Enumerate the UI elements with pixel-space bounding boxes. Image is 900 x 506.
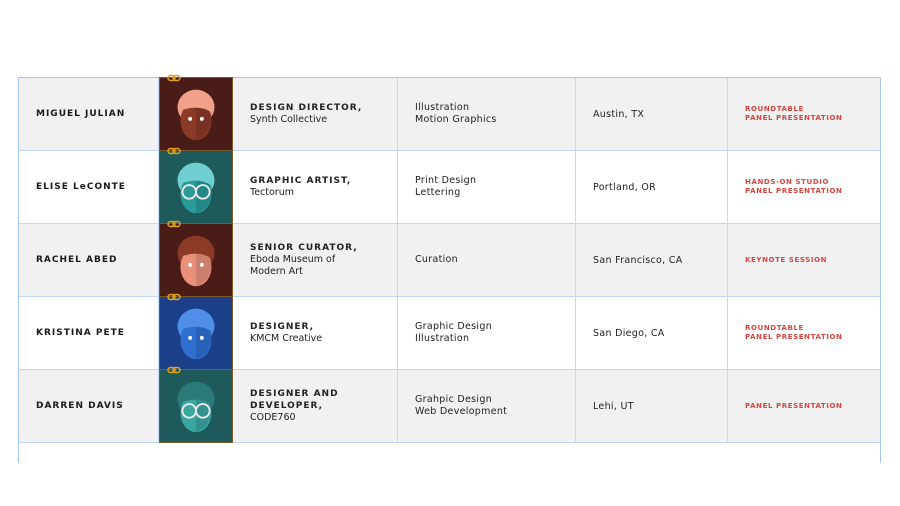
session-tag: PANEL PRESENTATION <box>745 187 843 195</box>
sessions: ROUNDTABLE PANEL PRESENTATION <box>728 78 880 150</box>
role: SENIOR CURATOR, <box>250 243 358 253</box>
role-org: DESIGNER, KMCM Creative <box>233 297 398 369</box>
session-tag: PANEL PRESENTATION <box>745 114 843 122</box>
avatar <box>159 296 233 370</box>
specialties: Grahpic Design Web Development <box>398 370 576 442</box>
specialty: Motion Graphics <box>415 114 497 125</box>
speaker-name: RACHEL ABED <box>19 224 159 296</box>
avatar-cell <box>159 220 233 297</box>
table-footer <box>19 443 880 463</box>
avatar <box>159 150 233 224</box>
organization: Tectorum <box>250 187 294 198</box>
session-tag: KEYNOTE SESSION <box>745 255 828 264</box>
specialty: Lettering <box>415 187 461 198</box>
table-row: RACHEL ABED SENIOR CURATOR, Eboda Museum… <box>19 220 880 297</box>
specialties: Curation <box>398 224 576 296</box>
speaker-name: KRISTINA PETE <box>19 297 159 369</box>
link-icon <box>167 220 181 228</box>
link-icon <box>167 147 181 155</box>
location: San Diego, CA <box>576 297 728 369</box>
session-tag: ROUNDTABLE <box>745 105 804 113</box>
link-icon <box>167 293 181 301</box>
session-tag: HANDS-ON STUDIO <box>745 178 830 186</box>
role-org: GRAPHIC ARTIST, Tectorum <box>233 151 398 223</box>
table-row: MIGUEL JULIAN DESIGN DIRECTOR, Synth Col… <box>19 74 880 151</box>
avatar <box>159 369 233 443</box>
location: Lehi, UT <box>576 370 728 442</box>
location: San Francisco, CA <box>576 224 728 296</box>
organization: CODE760 <box>250 412 296 423</box>
specialties: Illustration Motion Graphics <box>398 78 576 150</box>
role: GRAPHIC ARTIST, <box>250 176 352 186</box>
specialty: Illustration <box>415 102 470 113</box>
sessions: KEYNOTE SESSION <box>728 224 880 296</box>
table-row: DARREN DAVIS DESIGNER AND DEVELOPER, COD… <box>19 366 880 443</box>
organization: Eboda Museum of Modern Art <box>250 254 336 277</box>
avatar <box>159 77 233 151</box>
role-org: SENIOR CURATOR, Eboda Museum of Modern A… <box>233 224 398 296</box>
specialties: Graphic Design Illustration <box>398 297 576 369</box>
role: DESIGNER, <box>250 322 315 332</box>
organization: Synth Collective <box>250 114 328 125</box>
table-row: KRISTINA PETE DESIGNER, KMCM Creative Gr… <box>19 293 880 370</box>
specialties: Print Design Lettering <box>398 151 576 223</box>
specialty: Web Development <box>415 406 508 417</box>
speaker-name: DARREN DAVIS <box>19 370 159 442</box>
speaker-table: MIGUEL JULIAN DESIGN DIRECTOR, Synth Col… <box>18 74 881 463</box>
sessions: ROUNDTABLE PANEL PRESENTATION <box>728 297 880 369</box>
avatar-cell <box>159 74 233 151</box>
avatar <box>159 223 233 297</box>
location: Portland, OR <box>576 151 728 223</box>
organization: KMCM Creative <box>250 333 323 344</box>
avatar-cell <box>159 147 233 224</box>
specialty: Illustration <box>415 333 470 344</box>
link-icon <box>167 366 181 374</box>
specialty: Curation <box>415 254 458 265</box>
table-row: ELISE LeCONTE GRAPHIC ARTIST, Tectorum P… <box>19 147 880 224</box>
sessions: PANEL PRESENTATION <box>728 370 880 442</box>
sessions: HANDS-ON STUDIO PANEL PRESENTATION <box>728 151 880 223</box>
session-tag: ROUNDTABLE <box>745 324 804 332</box>
role-org: DESIGN DIRECTOR, Synth Collective <box>233 78 398 150</box>
location: Austin, TX <box>576 78 728 150</box>
specialty: Print Design <box>415 175 477 186</box>
speaker-name: MIGUEL JULIAN <box>19 78 159 150</box>
role-org: DESIGNER AND DEVELOPER, CODE760 <box>233 370 398 442</box>
link-icon <box>167 74 181 82</box>
specialty: Graphic Design <box>415 321 493 332</box>
avatar-cell <box>159 293 233 370</box>
session-tag: PANEL PRESENTATION <box>745 333 843 341</box>
role: DESIGNER AND DEVELOPER, <box>250 389 339 411</box>
role: DESIGN DIRECTOR, <box>250 103 363 113</box>
specialty: Grahpic Design <box>415 394 493 405</box>
avatar-cell <box>159 366 233 443</box>
speaker-name: ELISE LeCONTE <box>19 151 159 223</box>
session-tag: PANEL PRESENTATION <box>745 401 843 410</box>
